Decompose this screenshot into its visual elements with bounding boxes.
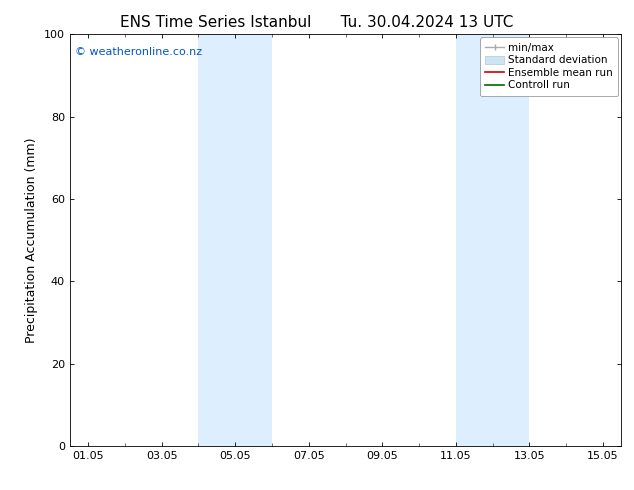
Text: © weatheronline.co.nz: © weatheronline.co.nz [75,47,202,57]
Y-axis label: Precipitation Accumulation (mm): Precipitation Accumulation (mm) [25,137,38,343]
Legend: min/max, Standard deviation, Ensemble mean run, Controll run: min/max, Standard deviation, Ensemble me… [480,37,618,96]
Text: ENS Time Series Istanbul      Tu. 30.04.2024 13 UTC: ENS Time Series Istanbul Tu. 30.04.2024 … [120,15,514,30]
Bar [456,34,529,446]
Bar [198,34,272,446]
